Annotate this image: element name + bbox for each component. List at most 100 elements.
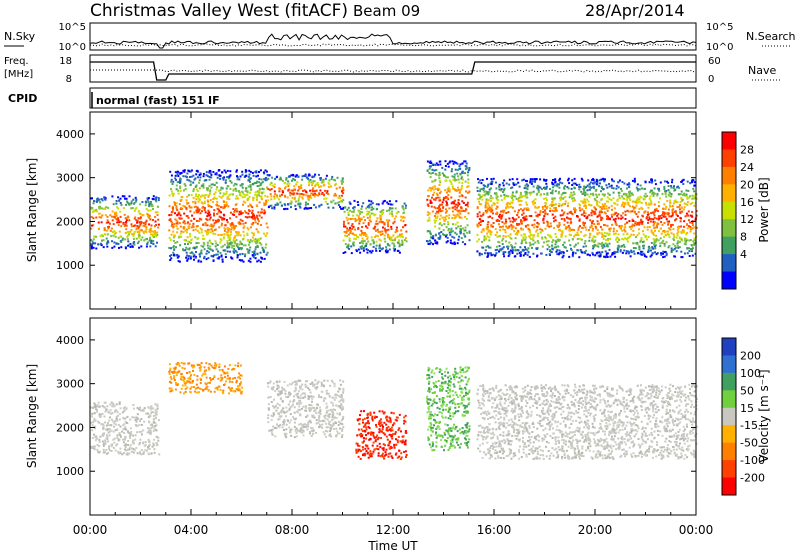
data-point (444, 160, 447, 163)
data-point (651, 246, 654, 249)
data-point (447, 198, 450, 201)
data-point (131, 245, 134, 248)
data-point (648, 247, 651, 249)
data-point (242, 222, 245, 225)
data-point (360, 217, 363, 220)
data-point (467, 178, 470, 181)
data-point (140, 245, 143, 248)
data-point (563, 187, 566, 190)
data-point (318, 192, 321, 195)
data-point (155, 224, 158, 226)
data-point (271, 207, 274, 210)
data-point (333, 194, 336, 197)
data-point (216, 186, 219, 189)
data-point (642, 233, 645, 236)
data-point (563, 241, 566, 244)
data-point (113, 216, 116, 219)
data-point (536, 206, 539, 209)
data-point (210, 183, 213, 186)
data-point (695, 210, 698, 213)
data-point (344, 251, 347, 254)
data-point (483, 235, 486, 238)
data-point (144, 200, 147, 203)
data-point (125, 217, 128, 220)
data-point (271, 176, 274, 179)
data-point (111, 246, 114, 249)
noise-panel: N.Sky 10^5 10^0 10^5 10^0 N.Search (4, 22, 796, 53)
data-point (685, 202, 688, 205)
data-point (150, 242, 153, 244)
data-point (564, 196, 567, 199)
data-point (357, 227, 360, 229)
data-point (503, 197, 506, 200)
data-point (94, 408, 97, 410)
data-point (202, 245, 205, 248)
data-point (359, 251, 362, 254)
data-point (138, 225, 141, 227)
data-point (638, 248, 641, 251)
data-point (442, 196, 445, 199)
data-point (128, 446, 131, 449)
data-point (239, 247, 241, 249)
data-point (122, 441, 125, 444)
data-point (302, 189, 304, 192)
data-point (123, 409, 126, 412)
data-point (609, 238, 612, 240)
data-point (315, 193, 317, 196)
data-point (453, 177, 456, 180)
data-point (94, 439, 97, 442)
data-point (559, 214, 562, 217)
data-point (589, 254, 591, 257)
data-point (211, 366, 214, 369)
data-point (500, 189, 503, 192)
data-point (347, 211, 350, 214)
data-point (172, 208, 175, 211)
data-point (128, 233, 130, 236)
data-point (693, 226, 696, 229)
data-point (667, 223, 670, 226)
data-point (440, 231, 443, 233)
data-point (574, 209, 577, 211)
data-point (365, 235, 368, 237)
data-point (187, 216, 190, 219)
data-point (464, 172, 466, 175)
data-point (464, 180, 467, 183)
data-point (241, 386, 244, 389)
data-point (632, 242, 635, 245)
data-point (256, 241, 259, 244)
data-point (550, 251, 553, 254)
data-point (453, 176, 456, 179)
data-point (584, 201, 587, 204)
data-point (349, 230, 352, 233)
data-point (174, 218, 177, 221)
data-point (108, 447, 110, 450)
data-point (229, 231, 232, 233)
data-point (179, 391, 182, 394)
data-point (233, 209, 236, 212)
data-point (287, 180, 290, 183)
data-point (235, 244, 238, 247)
data-point (439, 181, 442, 184)
data-point (553, 207, 556, 209)
data-point (450, 229, 452, 232)
data-point (143, 232, 145, 235)
data-point (156, 214, 159, 216)
data-point (592, 185, 595, 188)
data-point (131, 416, 134, 419)
data-point (447, 186, 450, 189)
data-point (648, 226, 651, 228)
data-point (174, 212, 176, 215)
data-point (667, 181, 670, 184)
data-point (264, 235, 267, 237)
data-point (655, 209, 658, 212)
data-point (363, 240, 366, 243)
data-point (130, 202, 133, 205)
data-point (691, 210, 694, 213)
data-point (229, 193, 232, 196)
data-point (257, 238, 260, 241)
data-point (154, 417, 157, 419)
data-point (451, 210, 454, 213)
data-point (477, 181, 480, 184)
data-point (247, 205, 250, 208)
data-point (96, 448, 99, 451)
